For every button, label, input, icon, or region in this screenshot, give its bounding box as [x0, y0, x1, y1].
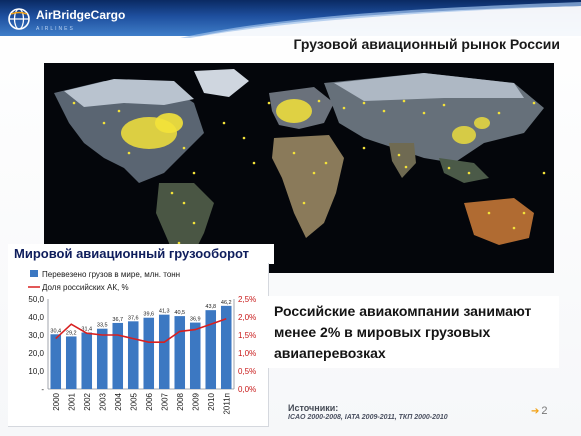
page-number: ➔ 2 [531, 405, 548, 417]
bar [81, 332, 93, 389]
chart-panel: Перевезено грузов в мире, млн. тонн Доля… [8, 263, 269, 427]
cargo-chart: Перевезено грузов в мире, млн. тонн Доля… [28, 270, 256, 415]
header-wave-decoration [150, 2, 581, 38]
x-tick-label: 2002 [83, 392, 92, 410]
x-tick-label: 2007 [160, 392, 169, 410]
key-claim-text: Российские авиакомпании занимают менее 2… [268, 296, 559, 368]
x-tick-label: 2001 [67, 392, 76, 410]
india-landmass [389, 143, 416, 178]
sources-label: Источники: [288, 403, 339, 413]
bar [96, 328, 108, 389]
page-number-value: 2 [541, 405, 548, 417]
bar-value-label: 31,4 [81, 326, 92, 332]
x-tick-label: 2004 [114, 392, 123, 410]
chart-marks: 50,0 40,0 30,0 20,0 10,0 - 2,5% 2,0% 1,5% 1,0% 0,5… [28, 295, 256, 415]
bar-value-label: 36,9 [190, 317, 201, 323]
x-tick-label: 2000 [52, 392, 61, 410]
siberia-snow [334, 73, 524, 101]
y-left-tick-label: 10,0 [28, 367, 44, 376]
bar-value-label: 33,5 [97, 323, 108, 329]
y-right-tick-label: 0,5% [238, 367, 256, 376]
bar-value-label: 40,5 [174, 310, 185, 316]
legend-line-label: Доля российских АК, % [42, 283, 129, 292]
bar [220, 305, 232, 389]
bar-value-label: 41,3 [159, 309, 170, 315]
header-banner: AirBridgeCargo AIRLINES [0, 0, 581, 38]
y-right-tick-label: 1,5% [238, 331, 256, 340]
cargo-traffic-dots [72, 99, 546, 245]
slide-title: Грузовой авиационный рынок России [293, 36, 560, 52]
x-tick-label: 2009 [191, 392, 200, 410]
x-tick-label: 2006 [145, 392, 154, 410]
africa-landmass [272, 135, 344, 238]
y-right-tick-label: 2,0% [238, 313, 256, 322]
y-right-tick-label: 0,0% [238, 385, 256, 394]
bar [174, 316, 186, 389]
y-right-tick-label: 2,5% [238, 295, 256, 304]
bar [143, 317, 155, 389]
bar-value-label: 43,8 [205, 304, 216, 310]
y-left-tick-label: 40,0 [28, 313, 44, 322]
brand-tagline: AIRLINES [36, 26, 75, 32]
brand-logo[interactable]: AirBridgeCargo AIRLINES [8, 6, 125, 32]
y-left-tick-label: 20,0 [28, 349, 44, 358]
bar [158, 314, 170, 389]
y-left-tick-label: 50,0 [28, 295, 44, 304]
x-tick-label: 2011п [222, 393, 231, 415]
legend-bar-label: Перевезено грузов в мире, млн. тонн [42, 270, 180, 279]
bar-value-label: 36,7 [112, 317, 123, 323]
cargo-traffic-clusters [121, 99, 490, 149]
y-left-tick-label: 30,0 [28, 331, 44, 340]
sources-detail: ICAO 2000-2008, IATA 2009-2011, ТКП 2000… [288, 414, 448, 421]
globe-logo-icon [8, 8, 30, 30]
bar [205, 310, 217, 389]
legend-bar-swatch [30, 270, 38, 277]
world-map-image [44, 63, 554, 273]
greenland-landmass [194, 69, 249, 97]
y-left-tick-label: - [41, 385, 44, 394]
bar [65, 336, 77, 389]
world-cargo-map [44, 63, 554, 273]
bar-value-label: 29,2 [66, 330, 77, 336]
canada-snow [64, 79, 194, 107]
brand-name: AirBridgeCargo [36, 8, 126, 22]
share-line-series [55, 318, 227, 343]
bar-value-label: 37,6 [128, 315, 139, 321]
bar-value-label: 30,4 [50, 328, 61, 334]
bar-value-label: 46,2 [221, 300, 232, 306]
southeast-asia-landmass [439, 158, 489, 183]
x-tick-label: 2005 [129, 392, 138, 410]
x-tick-label: 2003 [98, 392, 107, 410]
x-tick-label: 2010 [207, 392, 216, 410]
bar [189, 322, 201, 389]
bar-value-label: 39,6 [143, 312, 154, 318]
x-tick-label: 2008 [176, 392, 185, 410]
bar [50, 334, 62, 389]
bar [112, 322, 124, 389]
chart-title: Мировой авиационный грузооборот [8, 244, 274, 264]
australia-landmass [464, 198, 534, 245]
y-right-tick-label: 1,0% [238, 349, 256, 358]
bar [127, 321, 139, 389]
arrow-right-icon: ➔ [531, 406, 540, 417]
